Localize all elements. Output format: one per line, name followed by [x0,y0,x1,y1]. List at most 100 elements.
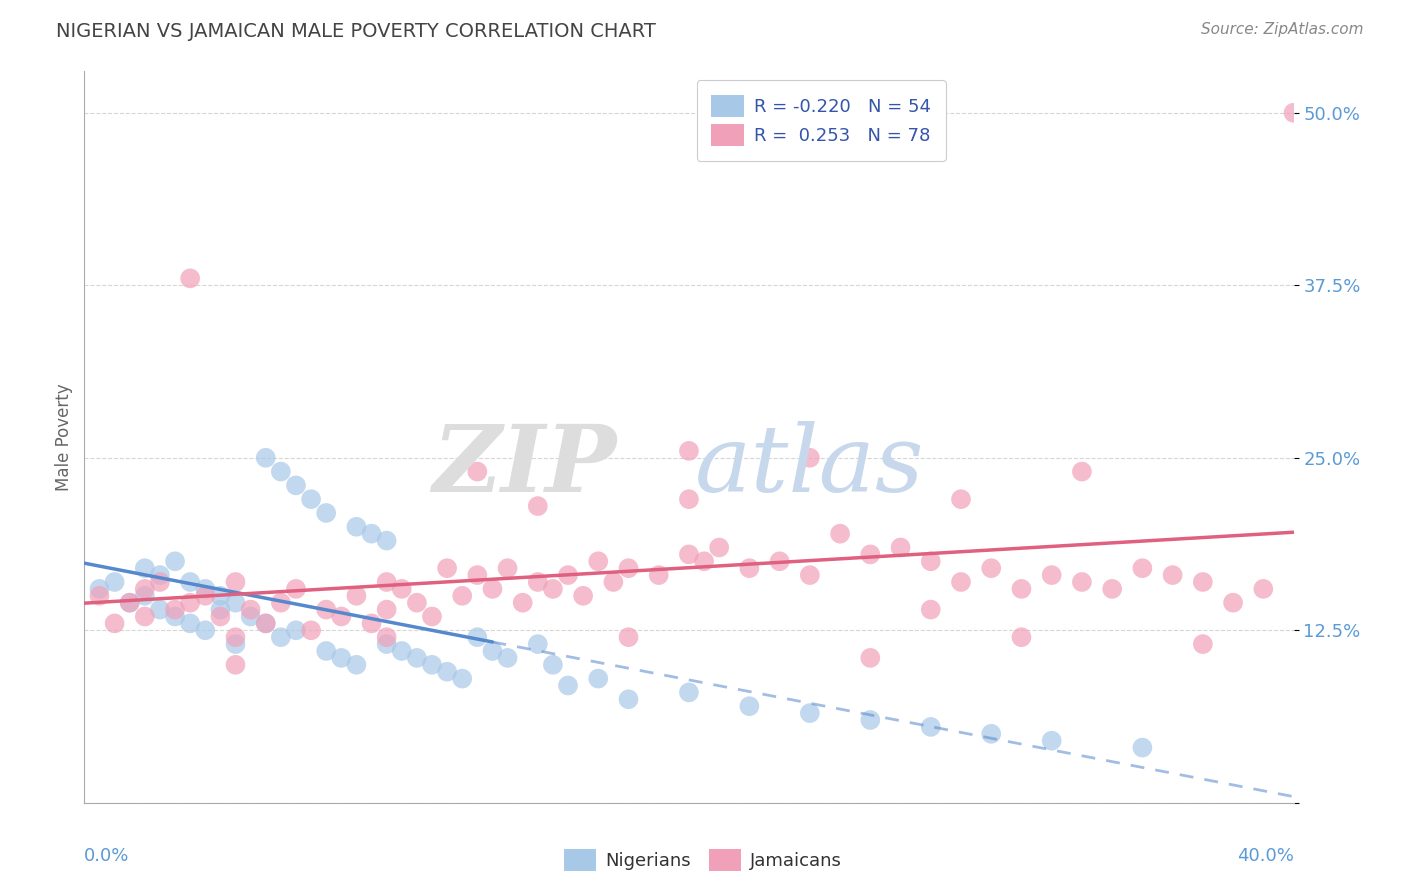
Point [980,561,1002,575]
Point [209,602,232,616]
Point [1040,568,1063,582]
Point [527,499,550,513]
Point [557,568,579,582]
Point [254,450,277,465]
Point [1192,637,1215,651]
Point [588,554,610,568]
Point [799,568,821,582]
Point [693,554,716,568]
Point [1130,740,1153,755]
Point [406,596,429,610]
Point [134,589,156,603]
Point [859,713,882,727]
Point [194,624,217,638]
Point [225,657,247,672]
Point [678,548,700,562]
Point [375,637,398,651]
Point [209,609,232,624]
Point [541,657,564,672]
Point [165,602,187,616]
Point [225,637,247,651]
Point [980,727,1002,741]
Text: atlas: atlas [695,421,925,511]
Point [527,637,550,651]
Point [239,602,262,616]
Point [420,609,443,624]
Point [1253,582,1275,596]
Point [391,582,413,596]
Point [1130,561,1153,575]
Point [1282,105,1305,120]
Point [89,582,111,596]
Text: ZIP: ZIP [432,421,616,511]
Point [346,589,368,603]
Point [375,630,398,644]
Point [496,651,519,665]
Point [315,506,337,520]
Point [194,582,217,596]
Point [346,657,368,672]
Point [436,665,458,679]
Point [330,651,353,665]
Point [285,582,308,596]
Point [602,574,624,589]
Point [225,630,247,644]
Point [118,596,141,610]
Point [254,616,277,631]
Point [104,574,127,589]
Text: Source: ZipAtlas.com: Source: ZipAtlas.com [1201,22,1364,37]
Point [315,644,337,658]
Point [769,554,792,568]
Point [299,492,322,507]
Point [194,589,217,603]
Point [165,609,187,624]
Point [436,561,458,575]
Point [1192,574,1215,589]
Point [149,602,172,616]
Point [299,624,322,638]
Point [270,465,292,479]
Point [179,616,201,631]
Point [950,492,973,507]
Point [134,609,156,624]
Text: NIGERIAN VS JAMAICAN MALE POVERTY CORRELATION CHART: NIGERIAN VS JAMAICAN MALE POVERTY CORREL… [56,22,657,41]
Point [617,692,640,706]
Point [330,609,353,624]
Point [617,561,640,575]
Point [391,644,413,658]
Point [1222,596,1244,610]
Point [360,616,382,631]
Point [467,465,489,479]
Point [467,568,489,582]
Point [920,602,942,616]
Point [179,596,201,610]
Point [1011,630,1033,644]
Point [360,526,382,541]
Legend: Nigerians, Jamaicans: Nigerians, Jamaicans [557,842,849,879]
Point [557,678,579,692]
Point [572,589,595,603]
Point [799,450,821,465]
Point [1011,582,1033,596]
Point [179,574,201,589]
Point [285,624,308,638]
Point [375,533,398,548]
Point [1101,582,1123,596]
Point [859,548,882,562]
Point [346,520,368,534]
Point [950,574,973,589]
Point [920,720,942,734]
Point [830,526,852,541]
Point [738,561,761,575]
Point [1071,465,1094,479]
Point [648,568,671,582]
Point [375,574,398,589]
Point [451,672,474,686]
Point [165,554,187,568]
Point [481,582,503,596]
Point [678,492,700,507]
Point [225,574,247,589]
Point [451,589,474,603]
Point [89,589,111,603]
Text: 0.0%: 0.0% [84,847,129,864]
